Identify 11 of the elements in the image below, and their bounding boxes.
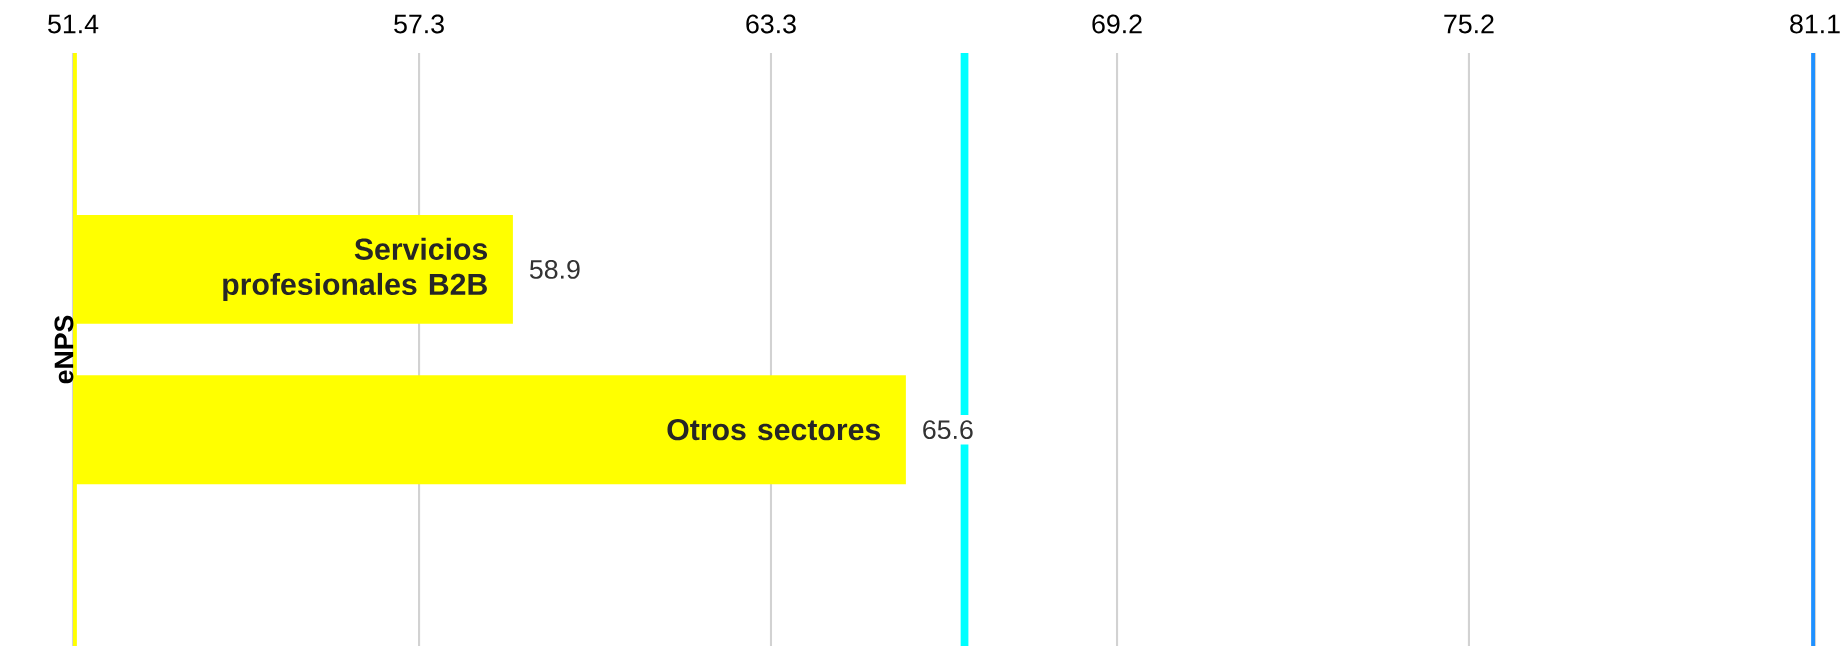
- x-tick-label: 81.1: [1790, 14, 1840, 34]
- data-label: 58.9: [529, 259, 580, 279]
- data-label: 65.6: [923, 420, 973, 440]
- y-axis-title: eNPS: [54, 315, 74, 384]
- x-tick-label: 51.4: [48, 14, 99, 34]
- y-tick-label: Servicios profesionales B2B: [223, 237, 488, 302]
- x-tick-label: 63.3: [746, 14, 796, 34]
- x-tick-label: 75.2: [1444, 14, 1494, 34]
- y-tick-label: Otros sectores: [667, 418, 880, 441]
- x-tick-label: 57.3: [394, 14, 444, 34]
- x-tick-label: 69.2: [1092, 14, 1142, 34]
